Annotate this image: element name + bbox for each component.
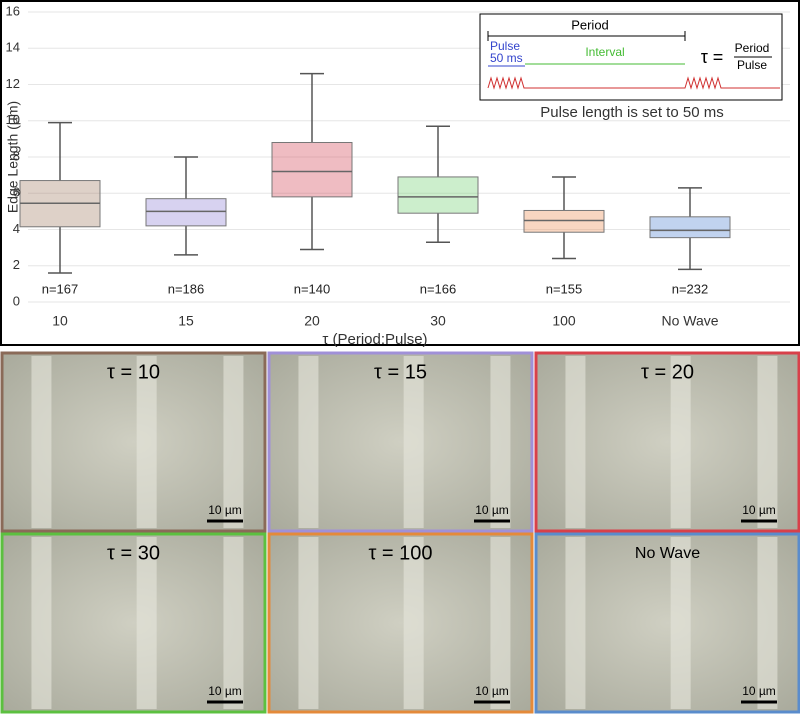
y-tick-label: 0 bbox=[13, 293, 20, 308]
y-axis-label: Edge Length (µm) bbox=[5, 101, 21, 213]
micrograph-panel: τ = 15 10 µm bbox=[267, 351, 534, 533]
y-tick-label: 4 bbox=[13, 221, 20, 236]
n-label: n=155 bbox=[546, 281, 583, 296]
y-tick-label: 6 bbox=[13, 185, 20, 200]
crystal-band bbox=[223, 537, 244, 709]
crystal-band bbox=[136, 537, 157, 709]
crystal-band bbox=[223, 356, 244, 528]
inset-pulse-length: 50 ms bbox=[490, 51, 523, 65]
micrograph-panel: No Wave 10 µm bbox=[534, 532, 800, 714]
y-tick-label: 14 bbox=[6, 40, 20, 55]
box bbox=[649, 216, 731, 239]
y-tick-label: 16 bbox=[6, 3, 20, 18]
x-tick-label: No Wave bbox=[661, 313, 718, 329]
crystal-band bbox=[31, 537, 52, 709]
inset-caption: Pulse length is set to 50 ms bbox=[540, 104, 723, 121]
y-tick-label: 2 bbox=[13, 257, 20, 272]
y-tick-label: 12 bbox=[6, 76, 20, 91]
crystal-band bbox=[670, 537, 691, 709]
micrograph-panel: τ = 20 10 µm bbox=[534, 351, 800, 533]
x-tick-label: 30 bbox=[430, 313, 446, 329]
scale-bar-label: 10 µm bbox=[475, 503, 509, 517]
inset-denominator: Pulse bbox=[737, 58, 767, 72]
micrograph-panel: τ = 10 10 µm bbox=[0, 351, 267, 533]
crystal-band bbox=[565, 537, 586, 709]
x-tick-label: 15 bbox=[178, 313, 194, 329]
scale-bar-label: 10 µm bbox=[475, 684, 509, 698]
crystal-band bbox=[670, 356, 691, 528]
n-label: n=186 bbox=[168, 281, 205, 296]
crystal-band bbox=[565, 356, 586, 528]
inset-pulse: Pulse bbox=[490, 39, 520, 53]
inset-interval: Interval bbox=[585, 45, 624, 59]
y-tick-label: 10 bbox=[6, 112, 20, 127]
scale-bar-label: 10 µm bbox=[742, 503, 776, 517]
panel-label: τ = 15 bbox=[374, 361, 427, 383]
inset-period: Period bbox=[571, 17, 609, 32]
box bbox=[397, 176, 479, 214]
panel-label: No Wave bbox=[635, 545, 700, 562]
x-axis-label: τ (Period:Pulse) bbox=[322, 331, 427, 348]
inset-frame bbox=[479, 13, 783, 101]
micrograph-panel: τ = 30 10 µm bbox=[0, 532, 267, 714]
box bbox=[523, 209, 605, 233]
box bbox=[145, 198, 227, 227]
x-tick-label: 100 bbox=[552, 313, 576, 329]
panel-label: τ = 30 bbox=[107, 542, 160, 564]
inset: Period Pulse 50 ms Interval τ = Period P… bbox=[479, 13, 783, 101]
crystal-band bbox=[490, 356, 511, 528]
n-label: n=166 bbox=[420, 281, 457, 296]
crystal-band bbox=[757, 356, 778, 528]
inset-numerator: Period bbox=[735, 41, 770, 55]
crystal-band bbox=[757, 537, 778, 709]
crystal-band bbox=[136, 356, 157, 528]
crystal-band bbox=[298, 537, 319, 709]
chart-frame bbox=[0, 0, 800, 346]
inset-tau: τ = bbox=[701, 47, 724, 67]
panel-label: τ = 100 bbox=[368, 542, 432, 564]
pulse-wave bbox=[487, 76, 780, 90]
n-label: n=167 bbox=[42, 281, 79, 296]
x-tick-label: 20 bbox=[304, 313, 320, 329]
scale-bar-label: 10 µm bbox=[742, 684, 776, 698]
n-label: n=232 bbox=[672, 281, 709, 296]
crystal-band bbox=[403, 537, 424, 709]
scale-bar-label: 10 µm bbox=[208, 684, 242, 698]
x-tick-label: 10 bbox=[52, 313, 68, 329]
box bbox=[271, 142, 353, 198]
crystal-band bbox=[31, 356, 52, 528]
crystal-band bbox=[403, 356, 424, 528]
crystal-band bbox=[490, 537, 511, 709]
scale-bar-label: 10 µm bbox=[208, 503, 242, 517]
y-tick-label: 8 bbox=[13, 148, 20, 163]
crystal-band bbox=[298, 356, 319, 528]
panel-label: τ = 20 bbox=[641, 361, 694, 383]
micrograph-panel: τ = 100 10 µm bbox=[267, 532, 534, 714]
n-label: n=140 bbox=[294, 281, 331, 296]
panel-label: τ = 10 bbox=[107, 361, 160, 383]
